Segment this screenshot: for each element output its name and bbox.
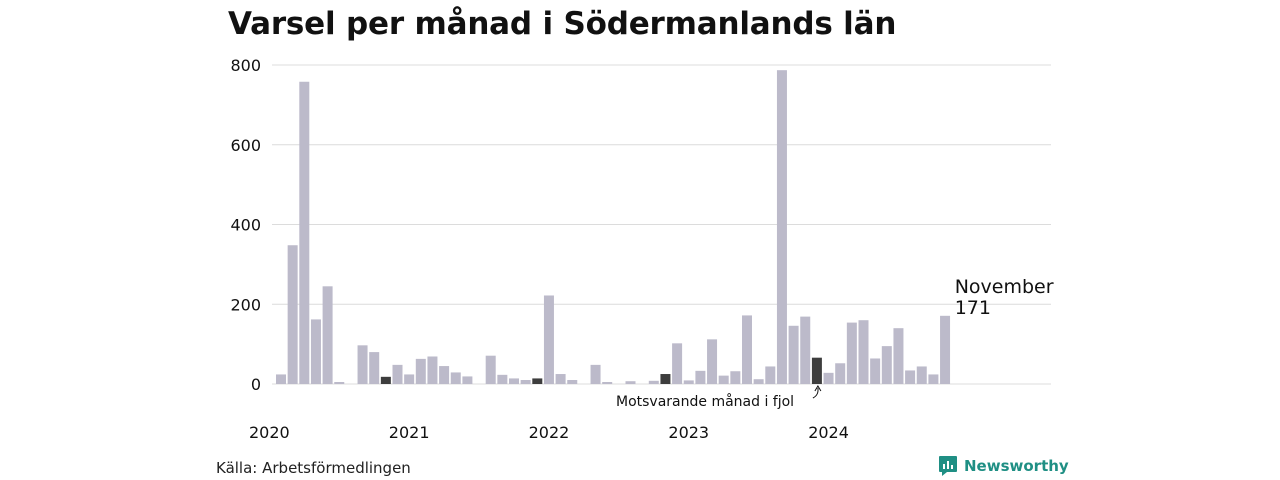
bar-2023-06	[753, 379, 764, 384]
x-tick-label-2021: 2021	[389, 423, 430, 442]
bar-2021-07	[485, 355, 496, 384]
bar-2023-10	[800, 316, 811, 384]
annotation: Motsvarande månad i fjol	[616, 385, 822, 410]
chart-title: Varsel per månad i Södermanlands län	[228, 6, 897, 42]
bar-2024-09	[928, 374, 939, 384]
bar-2021-11	[532, 378, 543, 384]
y-tick-label: 0	[251, 375, 261, 394]
bar-2020-05	[322, 286, 333, 384]
bar-2022-01	[555, 374, 566, 384]
bar-2024-02	[846, 322, 857, 384]
bar-2022-12	[683, 380, 694, 384]
bar-2023-12	[823, 372, 834, 384]
newsworthy-logo-icon	[939, 456, 957, 476]
y-axis-tick-labels: 0 200 400 600 800	[230, 56, 261, 394]
bar-2024-10	[940, 315, 951, 384]
bar-2020-08	[357, 345, 368, 384]
x-tick-label-2022: 2022	[529, 423, 570, 442]
bar-2023-09	[788, 325, 799, 384]
bar-2024-08	[916, 366, 927, 384]
bar-2020-09	[369, 352, 380, 384]
highlight-month-label: November	[955, 276, 1054, 298]
x-tick-label-2024: 2024	[808, 423, 849, 442]
bar-2021-01	[415, 358, 426, 384]
x-axis-tick-labels: 2020 2021 2022 2023 2024	[249, 423, 849, 442]
brand-name: Newsworthy	[964, 457, 1069, 475]
bar-2023-11	[811, 357, 822, 384]
bar-2023-03	[718, 375, 729, 384]
bar-2023-04	[730, 371, 741, 384]
bar-2022-10	[660, 374, 671, 384]
bar-2022-04	[590, 364, 601, 384]
y-tick-label: 200	[230, 295, 261, 314]
bar-2024-04	[870, 358, 881, 384]
bar-2024-07	[905, 370, 916, 384]
bar-2021-05	[462, 376, 473, 384]
bars	[276, 70, 951, 384]
bar-2024-06	[893, 328, 904, 384]
bar-2024-03	[858, 320, 869, 384]
bar-2020-04	[310, 319, 321, 384]
bar-2021-10	[520, 380, 531, 384]
bar-2024-05	[881, 346, 892, 384]
bar-2021-02	[427, 356, 438, 384]
bar-2022-09	[648, 380, 659, 384]
y-tick-label: 400	[230, 216, 261, 235]
bar-2020-03	[299, 81, 310, 384]
bar-2020-06	[334, 382, 345, 384]
annotation-arrow	[812, 387, 819, 399]
bar-2023-08	[776, 70, 787, 384]
highlight-value-label: 171	[955, 297, 991, 319]
bar-2022-11	[672, 343, 683, 384]
source-note: Källa: Arbetsförmedlingen	[216, 459, 411, 477]
bar-2023-01	[695, 370, 706, 384]
bar-2020-12	[404, 374, 415, 384]
bar-2023-07	[765, 366, 776, 384]
bar-2021-09	[509, 378, 519, 384]
gridlines	[272, 64, 1051, 385]
bar-2020-10	[380, 376, 391, 384]
bar-2021-12	[543, 295, 554, 384]
x-tick-label-2020: 2020	[249, 423, 290, 442]
annotation-arrowhead	[814, 385, 822, 392]
bar-2021-08	[497, 374, 508, 384]
y-tick-label: 600	[230, 136, 261, 155]
bar-2020-01	[276, 374, 286, 384]
bar-2020-11	[392, 364, 403, 384]
bar-2022-02	[567, 380, 578, 384]
bar-2021-03	[439, 366, 450, 384]
bar-2020-02	[287, 245, 298, 384]
bar-2022-07	[625, 381, 636, 384]
x-tick-label-2023: 2023	[668, 423, 709, 442]
bar-2023-02	[707, 339, 718, 384]
annotation-text: Motsvarande månad i fjol	[616, 393, 794, 410]
bar-2023-05	[742, 315, 752, 384]
bar-2021-04	[450, 372, 461, 384]
brand-logo: Newsworthy	[938, 455, 1069, 477]
bar-2022-05	[602, 382, 613, 384]
bar-2024-01	[835, 363, 846, 384]
y-tick-label: 800	[230, 56, 261, 75]
